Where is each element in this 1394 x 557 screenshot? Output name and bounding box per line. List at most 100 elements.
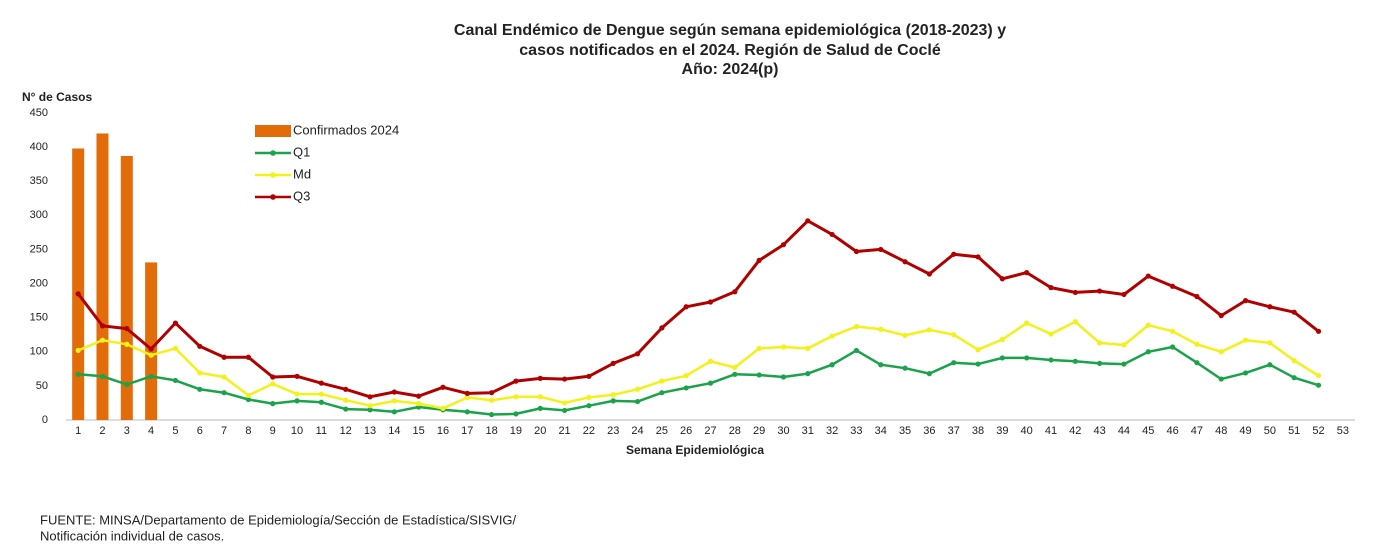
- x-tick-label: 42: [1069, 425, 1081, 437]
- line-point: [926, 371, 932, 377]
- line-point: [1267, 362, 1273, 368]
- line-point: [610, 398, 616, 404]
- line-point: [99, 323, 106, 329]
- line-point: [270, 381, 276, 387]
- y-axis-label: N° de Casos: [22, 90, 92, 104]
- line-point: [780, 344, 787, 350]
- x-tick-label: 1: [75, 425, 81, 437]
- line-point: [659, 325, 665, 331]
- y-tick-label: 400: [30, 141, 48, 153]
- x-tick-label: 50: [1264, 425, 1276, 437]
- x-tick-label: 31: [802, 425, 814, 437]
- line-point: [586, 403, 592, 409]
- x-tick-label: 51: [1288, 425, 1300, 437]
- bar: [120, 155, 133, 421]
- legend-label: Q1: [293, 144, 310, 159]
- x-tick-label: 6: [197, 425, 203, 437]
- x-tick-label: 30: [777, 425, 789, 437]
- line-point: [634, 351, 641, 357]
- line-point: [634, 386, 641, 392]
- line-point: [489, 411, 495, 418]
- line-point: [148, 346, 154, 352]
- line-point: [1218, 313, 1224, 319]
- x-tick-label: 15: [413, 425, 425, 437]
- x-tick-label: 46: [1166, 425, 1178, 437]
- line-point: [780, 374, 787, 380]
- line-point: [1097, 340, 1103, 346]
- x-tick-label: 5: [172, 425, 178, 437]
- x-tick-label: 38: [972, 425, 984, 437]
- line-point: [172, 320, 179, 326]
- line-point: [148, 373, 154, 379]
- line-point: [999, 276, 1005, 282]
- x-tick-label: 3: [124, 425, 130, 437]
- x-tick-label: 26: [680, 425, 692, 437]
- chart-title: Año: 2024(p): [682, 61, 779, 78]
- line-point: [1218, 376, 1224, 382]
- line-point: [1267, 340, 1273, 346]
- line-point: [878, 246, 884, 253]
- x-tick-label: 17: [461, 425, 473, 437]
- line-point: [391, 389, 397, 395]
- legend-swatch: [255, 125, 291, 137]
- y-tick-label: 0: [42, 414, 48, 426]
- line-point: [999, 336, 1005, 343]
- y-tick-label: 350: [30, 175, 48, 187]
- legend-label: Q3: [293, 188, 310, 203]
- line-point: [124, 381, 130, 388]
- legend-swatch: [270, 172, 276, 178]
- x-tick-label: 29: [753, 425, 765, 437]
- line-point: [1242, 337, 1249, 343]
- line-point: [756, 345, 762, 351]
- line-point: [975, 254, 981, 260]
- bar: [96, 133, 109, 420]
- line-point: [1194, 293, 1200, 300]
- line-point: [1291, 358, 1297, 364]
- x-tick-label: 12: [340, 425, 352, 437]
- line-point: [732, 289, 738, 295]
- line-point: [853, 323, 860, 330]
- line-point: [586, 394, 592, 401]
- legend-swatch: [270, 194, 276, 200]
- line-point: [829, 333, 835, 339]
- line-point: [99, 337, 106, 343]
- x-tick-label: 7: [221, 425, 227, 437]
- legend-swatch: [270, 150, 276, 156]
- line-point: [975, 347, 981, 353]
- line-point: [172, 345, 179, 351]
- x-tick-label: 20: [534, 425, 546, 437]
- line-point: [1169, 328, 1176, 334]
- line-point: [221, 374, 227, 380]
- legend-label: Confirmados 2024: [293, 122, 399, 137]
- x-tick-label: 21: [558, 425, 570, 437]
- line-point: [440, 405, 446, 412]
- y-tick-label: 50: [36, 380, 48, 392]
- line-point: [1291, 309, 1297, 315]
- bar: [72, 148, 85, 420]
- x-tick-label: 40: [1021, 425, 1033, 437]
- line-point: [610, 392, 616, 398]
- line-point: [124, 341, 130, 347]
- y-tick-label: 450: [30, 107, 48, 119]
- x-tick-label: 27: [704, 425, 716, 437]
- line-point: [513, 394, 519, 400]
- chart-title: casos notificados en el 2024. Región de …: [519, 42, 941, 59]
- line-point: [1194, 341, 1200, 347]
- x-tick-label: 28: [729, 425, 741, 437]
- line-point: [561, 376, 568, 382]
- line-point: [1145, 349, 1151, 355]
- line-point: [1048, 285, 1054, 291]
- line-point: [1048, 357, 1054, 363]
- line-point: [659, 390, 665, 396]
- line-point: [343, 386, 349, 392]
- line-point: [1145, 273, 1151, 279]
- line-point: [367, 407, 373, 413]
- x-tick-label: 8: [245, 425, 251, 437]
- line-point: [318, 391, 324, 397]
- line-point: [1121, 361, 1127, 367]
- line-point: [1121, 342, 1127, 348]
- line-point: [513, 411, 519, 417]
- line-point: [464, 394, 470, 401]
- x-tick-label: 53: [1337, 425, 1349, 437]
- line-point: [975, 361, 981, 367]
